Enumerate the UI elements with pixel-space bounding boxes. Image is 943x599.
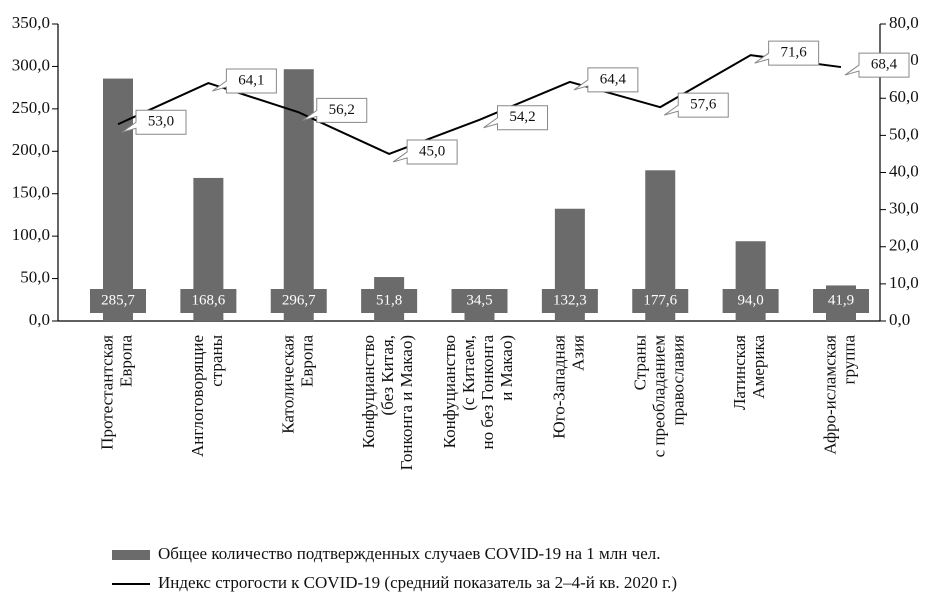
bar-label-box <box>541 289 598 313</box>
line-label-box <box>754 40 820 66</box>
x-tick-label: Англоговорящиестраны <box>188 334 226 457</box>
x-tick-label: ПротестантскаяЕвропа <box>97 335 135 450</box>
bar-label-box <box>180 289 237 313</box>
y2-tick-label: 30,0 <box>889 199 919 218</box>
line-label: 71,6 <box>781 45 808 61</box>
line-label-box <box>844 52 910 78</box>
bar <box>103 78 133 321</box>
legend-swatch <box>112 550 150 560</box>
x-tick-label: ЛатинскаяАмерика <box>730 335 768 411</box>
bar-label: 34,5 <box>466 292 492 308</box>
bar-label: 41,9 <box>828 292 854 308</box>
x-tick-label: Афро-исламскаягруппа <box>820 335 858 455</box>
line-label-box <box>212 68 277 94</box>
x-tick-label: КатолическаяЕвропа <box>278 335 316 434</box>
y2-tick-label: 0,0 <box>889 310 910 329</box>
y-tick-label: 350,0 <box>12 13 50 32</box>
y-tick-label: 0,0 <box>29 310 50 329</box>
x-tick-label: Страныс преобладаниемправославия <box>630 334 687 457</box>
x-tick-label: Юго-ЗападнаяАзия <box>549 335 587 439</box>
bar-label-box <box>813 289 869 313</box>
bar-label-box <box>632 289 689 313</box>
x-tick-label: Конфуцианство(без Китая,Гонконга и Макао… <box>359 335 416 470</box>
bar-label: 94,0 <box>738 292 764 308</box>
y-tick-label: 50,0 <box>20 267 50 286</box>
y-tick-label: 300,0 <box>12 55 50 74</box>
legend-label: Индекс строгости к COVID-19 (средний пок… <box>158 573 677 592</box>
line-label: 45,0 <box>419 143 445 159</box>
y-tick-label: 250,0 <box>12 98 50 117</box>
y2-tick-label: 10,0 <box>889 273 919 292</box>
bar-label-box <box>90 289 146 313</box>
bar-label-box <box>451 289 508 313</box>
y2-tick-label: 20,0 <box>889 236 919 255</box>
y-tick-label: 150,0 <box>12 183 50 202</box>
line-label: 57,6 <box>690 97 717 113</box>
line-label: 64,4 <box>600 71 627 87</box>
y-tick-label: 200,0 <box>12 140 50 159</box>
y-tick-label: 100,0 <box>12 225 50 244</box>
line-label-box <box>302 97 368 123</box>
bar-label: 132,3 <box>553 292 587 308</box>
bar-label-box <box>722 289 779 313</box>
bar <box>283 69 314 322</box>
bar-label: 177,6 <box>643 292 677 308</box>
bar-label: 285,7 <box>101 292 135 308</box>
bar-label: 168,6 <box>192 292 226 308</box>
y2-tick-label: 40,0 <box>889 161 919 180</box>
line-label: 54,2 <box>509 109 535 125</box>
bar-label-box <box>361 289 418 313</box>
bar-label: 296,7 <box>282 292 316 308</box>
line-label: 68,4 <box>871 57 898 73</box>
line-label-box <box>573 67 639 93</box>
line-label: 56,2 <box>329 102 355 118</box>
y2-tick-label: 50,0 <box>889 124 919 143</box>
legend-label: Общее количество подтвержденных случаев … <box>158 544 660 563</box>
y2-tick-label: 80,0 <box>889 13 919 32</box>
bar-label: 51,8 <box>376 292 402 308</box>
line-label-box <box>121 109 187 135</box>
line-label-box <box>392 139 458 165</box>
line-label-box <box>483 105 548 131</box>
line-label-box <box>663 92 729 118</box>
y2-tick-label: 60,0 <box>889 87 919 106</box>
line-label: 53,0 <box>148 114 174 130</box>
line-label: 64,1 <box>238 72 264 88</box>
x-tick-label: Конфуцианство(с Китаем,но без Гонконгаи … <box>440 335 516 450</box>
bar-label-box <box>270 289 327 313</box>
